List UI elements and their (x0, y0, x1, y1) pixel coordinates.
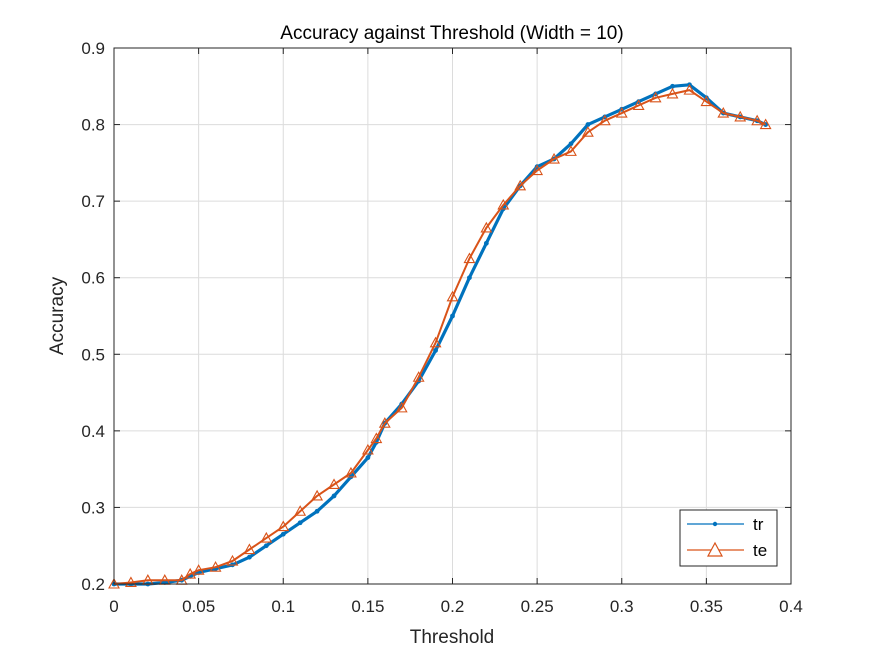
legend-marker-te (706, 541, 724, 557)
data-point-te (311, 489, 324, 501)
grid (114, 48, 791, 584)
data-point-te (666, 87, 679, 99)
data-point-te (243, 543, 256, 555)
data-point-tr (450, 313, 455, 319)
data-point-te (446, 290, 459, 302)
y-tick-label: 0.4 (81, 422, 105, 441)
data-point-te (548, 152, 560, 164)
y-tick-label: 0.8 (81, 116, 105, 135)
data-point-te (480, 221, 493, 233)
data-point-tr (483, 240, 489, 246)
data-point-tr (467, 275, 472, 281)
data-point-te (361, 443, 374, 455)
data-point-te (700, 95, 713, 107)
data-point-te (429, 336, 442, 348)
data-point-te (277, 520, 290, 532)
chart-title: Accuracy against Threshold (Width = 10) (280, 23, 623, 44)
data-point-te (632, 99, 645, 110)
data-point-te (649, 91, 662, 103)
data-point-te (260, 531, 273, 543)
x-axis-title: Threshold (410, 627, 495, 648)
data-point-tr (585, 122, 591, 127)
x-tick-label: 0.1 (271, 597, 295, 616)
data-point-te (192, 564, 205, 575)
x-tick-label: 0.25 (521, 597, 554, 616)
y-tick-label: 0.5 (81, 345, 105, 364)
data-point-te (497, 198, 510, 210)
x-tick-label: 0.4 (779, 597, 803, 616)
data-point-te (717, 106, 730, 118)
data-point-te (412, 371, 425, 382)
data-point-te (124, 576, 137, 588)
series-layer (108, 82, 772, 589)
data-point-te (463, 252, 476, 264)
data-point-te (378, 417, 391, 428)
legend-label-tr: tr (753, 515, 764, 534)
data-point-te (514, 179, 527, 191)
data-point-te (328, 478, 340, 490)
legend-marker-tr (712, 521, 718, 527)
ticks: 0 0.05 0.1 0.15 0.2 0.25 0.3 0.35 0.4 0.2 0.3 0.4 0.… (81, 39, 802, 616)
data-point-tr (280, 531, 286, 537)
x-tick-label: 0.15 (351, 597, 384, 616)
data-point-te (370, 432, 383, 444)
data-point-te (209, 561, 222, 572)
data-point-te (395, 401, 408, 413)
x-tick-label: 0.35 (690, 597, 723, 616)
data-point-tr (314, 508, 320, 514)
data-point-te (581, 126, 594, 137)
x-tick-label: 0.2 (441, 597, 465, 616)
data-point-te (751, 114, 764, 126)
data-point-tr (263, 543, 269, 549)
data-point-te (184, 567, 197, 579)
legend-label-te: te (753, 541, 767, 560)
x-tick-label: 0 (109, 597, 118, 616)
data-point-te (598, 114, 611, 126)
y-axis-title: Accuracy (47, 276, 68, 355)
data-point-te (615, 106, 628, 118)
x-tick-label: 0.05 (182, 597, 215, 616)
data-point-te (759, 118, 772, 130)
data-point-te (226, 554, 239, 566)
y-tick-label: 0.3 (81, 498, 105, 517)
y-tick-label: 0.6 (81, 269, 105, 288)
data-point-tr (433, 348, 438, 353)
data-point-te (531, 164, 544, 176)
data-point-tr (247, 554, 252, 560)
x-tick-label: 0.3 (610, 597, 634, 616)
data-point-tr (297, 520, 303, 526)
data-point-te (345, 466, 357, 478)
series-line-tr (114, 83, 767, 586)
legend-box (679, 509, 778, 567)
data-point-te (734, 110, 747, 122)
data-point-te (565, 145, 577, 156)
legend: tr te (679, 509, 778, 567)
data-point-tr (670, 83, 675, 89)
y-tick-label: 0.2 (81, 575, 105, 594)
data-point-tr (365, 455, 371, 461)
y-tick-label: 0.7 (81, 192, 105, 211)
data-point-tr (568, 141, 574, 147)
data-point-tr (331, 493, 337, 499)
y-tick-label: 0.9 (81, 39, 105, 58)
data-point-te (683, 83, 696, 95)
data-point-te (294, 505, 307, 516)
